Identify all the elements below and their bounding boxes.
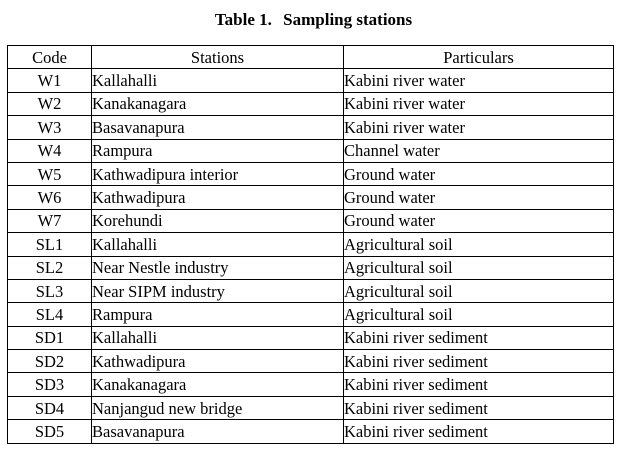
cell-code: SL3 xyxy=(7,278,92,304)
cell-code: W2 xyxy=(7,91,92,117)
cell-station: Kallahalli xyxy=(91,232,344,257)
cell-code: SD5 xyxy=(7,419,92,444)
cell-station: Kathwadipura xyxy=(91,185,344,210)
cell-particulars: Ground water xyxy=(343,208,614,234)
cell-particulars: Agricultural soil xyxy=(343,278,614,304)
table-title: Sampling stations xyxy=(283,10,413,29)
sampling-stations-table: Code Stations Particulars W1 Kallahalli Ka… xyxy=(7,44,614,444)
cell-particulars: Agricultural soil xyxy=(343,232,614,257)
table-row: W2 Kanakanagara Kabini river water xyxy=(7,91,614,117)
header-stations: Stations xyxy=(91,44,344,70)
table-row: SL1 Kallahalli Agricultural soil xyxy=(7,232,614,257)
table-header-row: Code Stations Particulars xyxy=(7,44,614,70)
table-row: SD4 Nanjangud new bridge Kabini river sedi… xyxy=(7,395,614,421)
cell-particulars: Kabini river sediment xyxy=(343,325,614,351)
table-row: SD1 Kallahalli Kabini river sediment xyxy=(7,325,614,351)
cell-station: Kallahalli xyxy=(91,68,344,93)
cell-station: Basavanapura xyxy=(91,419,344,444)
cell-station: Kanakanagara xyxy=(91,91,344,117)
table-row: SD3 Kanakanagara Kabini river sediment xyxy=(7,372,614,397)
table-row: W5 Kathwadipura interior Ground water xyxy=(7,161,614,187)
cell-station: Korehundi xyxy=(91,208,344,234)
cell-particulars: Kabini river water xyxy=(343,115,614,140)
cell-particulars: Kabini river sediment xyxy=(343,372,614,397)
cell-code: SL1 xyxy=(7,232,92,257)
cell-particulars: Kabini river water xyxy=(343,68,614,93)
cell-code: SL2 xyxy=(7,255,92,280)
cell-code: W6 xyxy=(7,185,92,210)
table-row: W1 Kallahalli Kabini river water xyxy=(7,68,614,93)
cell-station: Kallahalli xyxy=(91,325,344,351)
cell-code: W5 xyxy=(7,161,92,187)
header-particulars: Particulars xyxy=(343,44,614,70)
table-row: W3 Basavanapura Kabini river water xyxy=(7,115,614,140)
cell-station: Nanjangud new bridge xyxy=(91,395,344,421)
cell-particulars: Channel water xyxy=(343,138,614,163)
table-body: W1 Kallahalli Kabini river water W2 Kanakana… xyxy=(7,68,614,444)
table-row: SD5 Basavanapura Kabini river sediment xyxy=(7,419,614,444)
cell-station: Near SIPM industry xyxy=(91,278,344,304)
cell-station: Kathwadipura xyxy=(91,349,344,374)
cell-particulars: Kabini river sediment xyxy=(343,349,614,374)
cell-station: Rampura xyxy=(91,138,344,163)
cell-code: SD4 xyxy=(7,395,92,421)
table-row: SL3 Near SIPM industry Agricultural soil xyxy=(7,278,614,304)
cell-station: Kanakanagara xyxy=(91,372,344,397)
cell-station: Kathwadipura interior xyxy=(91,161,344,187)
table-row: SL2 Near Nestle industry Agricultural soil xyxy=(7,255,614,280)
cell-particulars: Kabini river water xyxy=(343,91,614,117)
table-row: SL4 Rampura Agricultural soil xyxy=(7,302,614,327)
cell-code: SL4 xyxy=(7,302,92,327)
cell-station: Rampura xyxy=(91,302,344,327)
cell-particulars: Ground water xyxy=(343,161,614,187)
cell-station: Near Nestle industry xyxy=(91,255,344,280)
table-number: Table 1. xyxy=(214,10,272,29)
table-row: W4 Rampura Channel water xyxy=(7,138,614,163)
cell-code: W1 xyxy=(7,68,92,93)
header-code: Code xyxy=(7,44,92,70)
cell-particulars: Agricultural soil xyxy=(343,255,614,280)
cell-particulars: Agricultural soil xyxy=(343,302,614,327)
table-row: W7 Korehundi Ground water xyxy=(7,208,614,234)
cell-particulars: Kabini river sediment xyxy=(343,419,614,444)
cell-code: SD1 xyxy=(7,325,92,351)
cell-code: W3 xyxy=(7,115,92,140)
cell-particulars: Kabini river sediment xyxy=(343,395,614,421)
cell-code: W7 xyxy=(7,208,92,234)
table-caption: Table 1. Sampling stations xyxy=(0,9,627,31)
cell-code: W4 xyxy=(7,138,92,163)
table-row: W6 Kathwadipura Ground water xyxy=(7,185,614,210)
cell-particulars: Ground water xyxy=(343,185,614,210)
table-row: SD2 Kathwadipura Kabini river sediment xyxy=(7,349,614,374)
cell-code: SD2 xyxy=(7,349,92,374)
cell-station: Basavanapura xyxy=(91,115,344,140)
cell-code: SD3 xyxy=(7,372,92,397)
